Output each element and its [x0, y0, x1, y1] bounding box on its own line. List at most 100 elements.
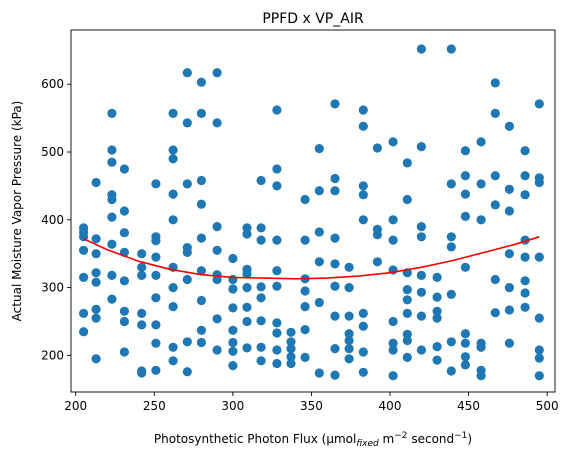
data-point	[107, 212, 117, 222]
y-tick-label: 200	[41, 348, 64, 362]
data-point	[314, 144, 324, 154]
data-point	[416, 345, 426, 355]
data-point	[137, 249, 147, 259]
data-point	[504, 305, 514, 315]
data-point	[182, 247, 192, 257]
data-point	[432, 342, 442, 352]
data-point	[416, 287, 426, 297]
x-tick-label: 300	[221, 399, 244, 413]
data-point	[330, 173, 340, 184]
data-point	[476, 342, 486, 352]
data-point	[196, 325, 206, 335]
data-point	[490, 308, 500, 318]
data-point	[79, 327, 89, 337]
data-point	[272, 328, 282, 338]
data-point	[91, 234, 101, 244]
data-point	[286, 327, 296, 337]
data-point	[432, 355, 442, 365]
data-point	[520, 302, 530, 312]
data-point	[314, 186, 324, 196]
data-point	[91, 268, 101, 278]
x-axis: 200 250 300 350 400 450 500	[64, 392, 559, 413]
data-point	[119, 206, 129, 216]
x-axis-label: Photosynthetic Photon Flux (μmolfixed m−…	[154, 431, 472, 449]
data-point	[151, 270, 161, 280]
data-point	[534, 99, 544, 109]
data-point	[151, 179, 161, 189]
data-point	[168, 283, 178, 293]
data-point	[460, 262, 470, 272]
data-point	[286, 352, 296, 362]
data-point	[91, 354, 101, 364]
data-point	[196, 199, 206, 209]
data-point	[372, 257, 382, 267]
data-point	[182, 274, 192, 285]
data-point	[534, 353, 544, 363]
x-axis-label-main: Photosynthetic Photon Flux (μmol	[154, 432, 356, 446]
data-point	[476, 215, 486, 225]
data-point	[107, 157, 117, 167]
data-point	[228, 253, 238, 264]
data-point	[358, 190, 368, 200]
data-point	[168, 215, 178, 225]
data-point	[504, 184, 514, 194]
data-point	[272, 181, 282, 191]
data-point	[300, 352, 310, 362]
data-point	[137, 368, 147, 378]
y-axis-label: Actual Moisture Vapor Pressure (kPa)	[10, 101, 24, 322]
plot-frame	[70, 29, 556, 393]
data-point	[432, 292, 442, 302]
data-point	[242, 302, 252, 312]
data-point	[242, 343, 252, 353]
data-point	[212, 68, 222, 78]
data-point	[476, 371, 486, 381]
data-point	[416, 44, 426, 54]
data-point	[119, 316, 129, 327]
data-point	[272, 164, 282, 174]
data-point	[372, 143, 382, 153]
x-tick-label: 500	[536, 399, 559, 413]
fit-curve	[83, 236, 540, 280]
data-point	[490, 171, 500, 181]
data-point	[228, 284, 238, 294]
data-point	[402, 352, 412, 362]
data-point	[358, 105, 368, 115]
data-point	[446, 44, 456, 54]
data-point	[286, 344, 296, 354]
data-point	[402, 335, 412, 346]
data-point	[256, 282, 266, 292]
data-point	[330, 233, 340, 243]
data-point	[300, 194, 310, 205]
data-point	[520, 146, 530, 156]
x-tick-label: 350	[300, 399, 323, 413]
data-point	[107, 294, 117, 304]
data-point	[314, 227, 324, 237]
data-point	[272, 266, 282, 276]
data-point	[256, 342, 266, 352]
data-point	[330, 99, 340, 109]
data-point	[272, 105, 282, 115]
x-tick-label: 200	[64, 399, 87, 413]
data-point	[402, 295, 412, 305]
data-point	[212, 274, 222, 285]
data-point	[402, 158, 412, 168]
data-point	[300, 325, 310, 335]
data-point	[256, 235, 266, 245]
chart-title: PPFD x VP_AIR	[262, 11, 364, 27]
data-point	[182, 68, 192, 78]
data-point	[460, 338, 470, 348]
data-point	[91, 177, 101, 188]
data-point	[460, 360, 470, 370]
data-point	[272, 281, 282, 291]
data-point	[242, 316, 252, 327]
data-point	[534, 371, 544, 381]
data-point	[182, 337, 192, 347]
data-point	[256, 175, 266, 186]
data-point	[504, 283, 514, 293]
data-point	[137, 262, 147, 272]
data-point	[314, 257, 324, 267]
data-point	[91, 304, 101, 314]
data-point	[151, 365, 161, 375]
data-point	[182, 179, 192, 189]
